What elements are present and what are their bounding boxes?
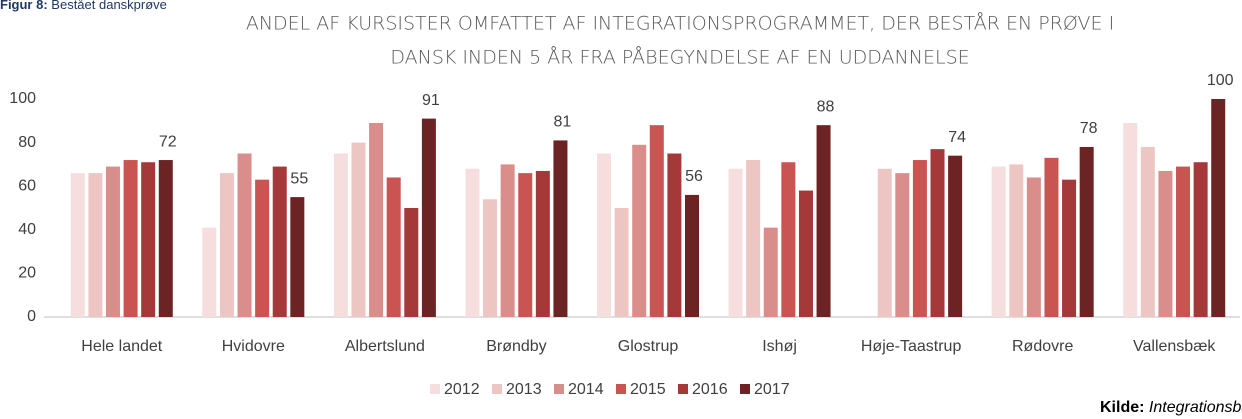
bar <box>88 173 103 317</box>
chart-title: DANSK INDEN 5 ÅR FRA PÅBEGYNDELSE AF EN … <box>390 46 969 69</box>
bar <box>465 168 480 317</box>
figure-number: Figur 8: <box>0 0 48 12</box>
bar <box>255 179 270 317</box>
legend-label: 2016 <box>692 381 728 398</box>
legend-swatch <box>492 384 502 394</box>
x-tick-label: Albertslund <box>345 338 425 355</box>
bar <box>1079 146 1094 317</box>
y-tick-label: 40 <box>18 221 36 238</box>
bar <box>404 208 419 317</box>
bar <box>877 168 892 317</box>
bar <box>728 168 743 317</box>
y-tick-label: 100 <box>9 90 36 107</box>
bar <box>535 170 550 317</box>
legend-label: 2013 <box>506 381 542 398</box>
bar <box>105 166 120 317</box>
data-label: 55 <box>290 170 308 187</box>
bar <box>500 164 515 317</box>
bar <box>685 194 699 317</box>
x-tick-label: Hvidovre <box>222 338 285 355</box>
y-tick-label: 80 <box>18 134 36 151</box>
bar <box>614 208 629 317</box>
legend-label: 2017 <box>754 381 790 398</box>
data-label: 91 <box>422 92 440 109</box>
bar <box>1044 157 1059 317</box>
bar <box>123 160 138 317</box>
bar <box>219 173 234 317</box>
source: Kilde: Integrationsbarometret.d <box>1100 399 1242 416</box>
bar <box>930 149 945 317</box>
data-label: 100 <box>1207 72 1234 89</box>
bar <box>1193 162 1208 317</box>
y-tick-label: 20 <box>18 265 36 282</box>
data-label: 88 <box>817 98 835 115</box>
y-tick-label: 60 <box>18 177 36 194</box>
bar <box>632 144 647 317</box>
bar <box>369 122 384 317</box>
bar <box>290 197 305 317</box>
x-tick-label: Rødovre <box>1012 338 1073 355</box>
bar <box>991 166 1006 317</box>
bar <box>1140 146 1155 317</box>
bar <box>746 160 761 317</box>
bar <box>798 190 813 317</box>
legend-swatch <box>616 384 626 394</box>
bar <box>649 125 664 317</box>
bar <box>1158 170 1173 317</box>
bar <box>272 166 287 317</box>
x-tick-label: Vallensbæk <box>1133 338 1216 355</box>
bar <box>912 160 927 317</box>
bar <box>1026 177 1041 317</box>
bar <box>351 142 366 317</box>
legend-label: 2014 <box>568 381 604 398</box>
legend-label: 2015 <box>630 381 666 398</box>
bar <box>553 140 568 317</box>
bar <box>1176 166 1191 317</box>
bar <box>1009 164 1024 317</box>
bar <box>70 173 85 317</box>
bar <box>948 155 963 317</box>
x-tick-label: Glostrup <box>618 338 679 355</box>
x-tick-label: Høje-Taastrup <box>861 338 962 355</box>
bar <box>597 153 611 317</box>
legend-label: 2012 <box>444 381 480 398</box>
bar <box>333 153 348 317</box>
bar <box>763 227 778 317</box>
bar <box>816 125 831 317</box>
source-text: Integrationsbarometret.d <box>1149 399 1242 416</box>
figure-label: Figur 8: Bestået danskprøve <box>0 0 167 12</box>
data-label: 72 <box>159 133 177 150</box>
bar <box>386 177 401 317</box>
data-label: 74 <box>948 129 966 146</box>
bar <box>667 153 682 317</box>
figure-caption: Bestået danskprøve <box>51 0 167 12</box>
legend-swatch <box>430 384 440 394</box>
bar <box>1062 179 1077 317</box>
y-tick-label: 0 <box>27 308 36 325</box>
bar <box>158 160 173 317</box>
bar <box>781 162 796 317</box>
bar <box>141 162 156 317</box>
bar <box>518 173 533 317</box>
data-label: 78 <box>1080 120 1098 137</box>
legend-swatch <box>740 384 750 394</box>
source-label: Kilde: <box>1100 399 1144 416</box>
bar <box>1211 99 1226 317</box>
data-label: 56 <box>685 168 703 185</box>
data-label: 81 <box>554 114 572 131</box>
bar <box>1123 122 1138 317</box>
bar <box>237 153 252 317</box>
legend-swatch <box>554 384 564 394</box>
x-tick-label: Ishøj <box>762 338 797 355</box>
bar <box>483 199 498 317</box>
chart-title: ANDEL AF KURSISTER OMFATTET AF INTEGRATI… <box>246 12 1114 35</box>
bar <box>202 227 217 317</box>
x-tick-label: Brøndby <box>486 338 546 355</box>
bar <box>421 118 436 318</box>
legend-swatch <box>678 384 688 394</box>
x-tick-label: Hele landet <box>81 338 163 355</box>
bar <box>895 173 910 317</box>
